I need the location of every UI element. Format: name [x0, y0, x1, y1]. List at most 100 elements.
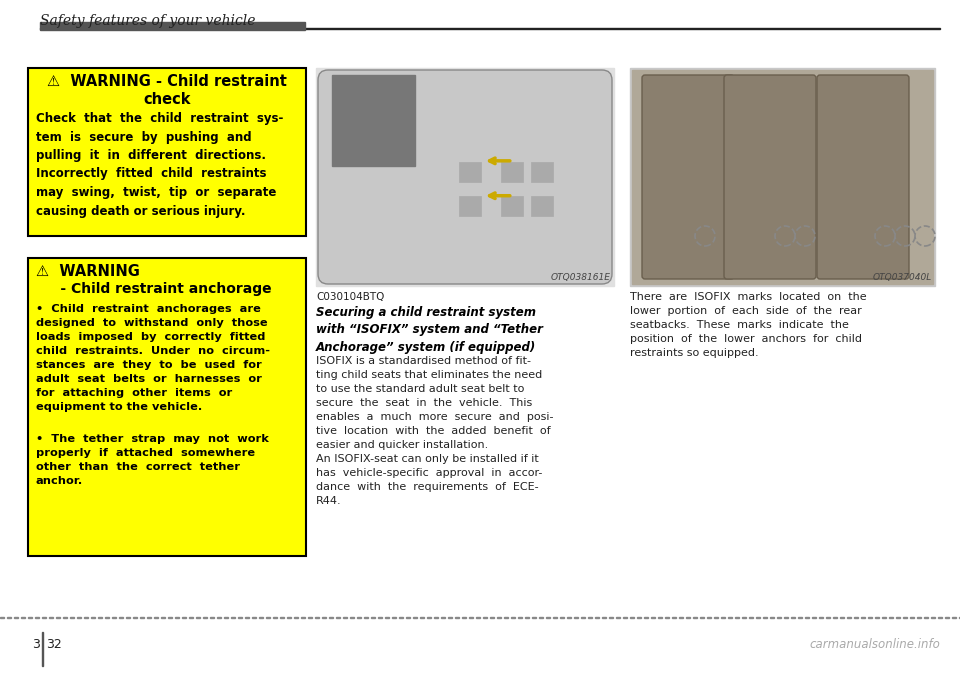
Bar	[332, 74, 416, 166]
Bar	[637, 617, 641, 618]
Bar	[924, 617, 928, 618]
Bar	[119, 617, 123, 618]
Bar	[182, 617, 186, 618]
Bar	[595, 617, 599, 618]
Bar	[672, 617, 676, 618]
Bar	[644, 617, 648, 618]
Bar	[476, 617, 480, 618]
Bar	[420, 617, 424, 618]
Bar	[532, 617, 536, 618]
Text: 3: 3	[32, 638, 40, 651]
Bar	[777, 617, 781, 618]
Text: •  The  tether  strap  may  not  work
properly  if  attached  somewhere
other  t: • The tether strap may not work properly…	[36, 434, 269, 486]
Bar	[203, 617, 207, 618]
Text: carmanualsonline.info: carmanualsonline.info	[809, 638, 940, 651]
Bar	[525, 617, 529, 618]
Bar	[40, 22, 305, 30]
Bar	[459, 197, 481, 216]
Bar	[84, 617, 88, 618]
Bar	[504, 617, 508, 618]
Bar	[364, 617, 368, 618]
Bar	[459, 162, 481, 182]
Bar	[399, 617, 403, 618]
Bar	[854, 617, 858, 618]
Bar	[665, 617, 669, 618]
Bar	[658, 617, 662, 618]
Bar	[259, 617, 263, 618]
Bar	[497, 617, 501, 618]
Bar	[546, 617, 550, 618]
Bar	[168, 617, 172, 618]
Bar	[791, 617, 795, 618]
Bar	[378, 617, 382, 618]
Bar	[70, 617, 74, 618]
Bar	[903, 617, 907, 618]
Bar	[553, 617, 557, 618]
Bar	[756, 617, 760, 618]
Text: There  are  ISOFIX  marks  located  on  the
lower  portion  of  each  side  of  : There are ISOFIX marks located on the lo…	[630, 292, 867, 358]
FancyBboxPatch shape	[28, 258, 306, 556]
Bar	[567, 617, 571, 618]
Text: C030104BTQ: C030104BTQ	[316, 292, 384, 302]
Bar	[140, 617, 144, 618]
Bar	[105, 617, 109, 618]
Bar	[266, 617, 270, 618]
Bar	[588, 617, 592, 618]
Bar	[693, 617, 697, 618]
Bar	[294, 617, 298, 618]
Text: Securing a child restraint system
with “ISOFIX” system and “Tether
Anchorage” sy: Securing a child restraint system with “…	[316, 306, 542, 354]
Text: ⚠  WARNING - Child restraint: ⚠ WARNING - Child restraint	[47, 74, 287, 89]
Bar	[77, 617, 81, 618]
FancyBboxPatch shape	[28, 68, 306, 236]
Bar	[210, 617, 214, 618]
Text: check: check	[143, 92, 191, 107]
Bar	[651, 617, 655, 618]
Bar	[861, 617, 865, 618]
Bar	[154, 617, 158, 618]
Bar	[336, 617, 340, 618]
Bar	[21, 617, 25, 618]
Bar	[945, 617, 949, 618]
Bar	[707, 617, 711, 618]
Bar	[224, 617, 228, 618]
Bar	[728, 617, 732, 618]
Bar	[343, 617, 347, 618]
Bar	[189, 617, 193, 618]
Bar	[889, 617, 893, 618]
Bar	[238, 617, 242, 618]
Bar	[518, 617, 522, 618]
Bar	[632, 70, 933, 284]
Bar	[539, 617, 543, 618]
Bar	[441, 617, 445, 618]
Bar	[252, 617, 256, 618]
Bar	[483, 617, 487, 618]
Bar	[406, 617, 410, 618]
Bar	[819, 617, 823, 618]
Bar	[315, 617, 319, 618]
Bar	[448, 617, 452, 618]
Bar	[40, 28, 940, 29]
Bar	[602, 617, 606, 618]
Bar	[469, 617, 473, 618]
Bar	[805, 617, 809, 618]
Bar	[686, 617, 690, 618]
Bar	[847, 617, 851, 618]
Bar	[462, 617, 466, 618]
Text: 32: 32	[46, 638, 61, 651]
Bar	[42, 617, 46, 618]
Text: Check  that  the  child  restraint  sys-
tem  is  secure  by  pushing  and
pulli: Check that the child restraint sys- tem …	[36, 112, 283, 218]
Bar	[931, 617, 935, 618]
Bar	[287, 617, 291, 618]
FancyBboxPatch shape	[318, 70, 612, 284]
Bar	[623, 617, 627, 618]
Bar	[616, 617, 620, 618]
Bar	[714, 617, 718, 618]
Bar	[28, 617, 32, 618]
Bar	[91, 617, 95, 618]
Text: Safety features of your vehicle: Safety features of your vehicle	[40, 14, 255, 28]
Bar	[917, 617, 921, 618]
Bar	[301, 617, 305, 618]
Text: •  Child  restraint  anchorages  are
designed  to  withstand  only  those
loads : • Child restraint anchorages are designe…	[36, 304, 270, 412]
Bar	[700, 617, 704, 618]
Bar	[434, 617, 438, 618]
